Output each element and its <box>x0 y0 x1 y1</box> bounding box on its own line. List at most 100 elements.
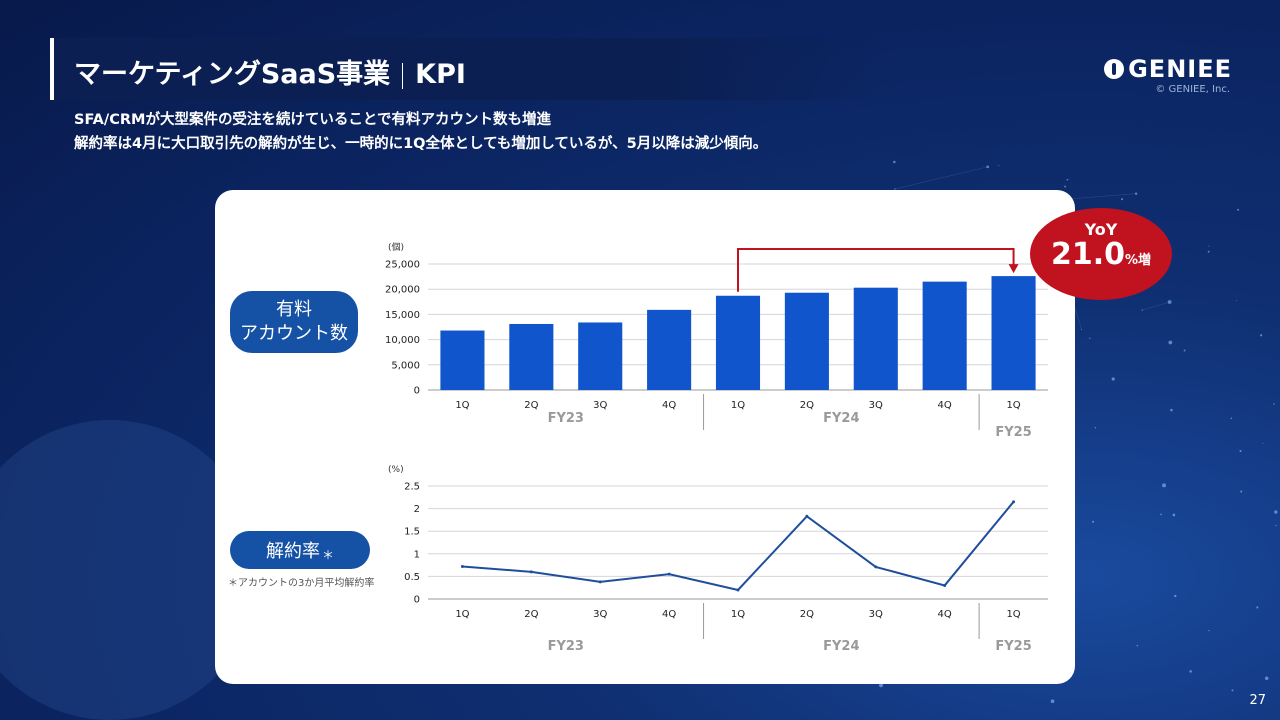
x-tick-label: 4Q <box>938 400 952 411</box>
background-dot <box>1264 676 1269 681</box>
y-tick-label: 2 <box>414 504 420 515</box>
data-point <box>874 565 878 569</box>
data-point <box>1012 500 1016 504</box>
x-tick-label: 1Q <box>731 400 745 411</box>
yoy-value: 21.0%増 <box>1030 237 1172 272</box>
background-dot <box>1231 689 1234 692</box>
yoy-arrow-head <box>1008 264 1019 274</box>
bar <box>715 295 761 390</box>
x-tick-label: 2Q <box>800 400 814 411</box>
paid-accounts-label-line-1: 有料 <box>276 299 312 320</box>
background-dot <box>879 683 883 688</box>
background-dot <box>1167 300 1172 304</box>
background-dot <box>1274 510 1278 514</box>
background-dot <box>1111 377 1115 381</box>
background-dot <box>1092 520 1095 523</box>
chart-card <box>215 190 1075 684</box>
y-tick-label: 2.5 <box>404 482 420 493</box>
background-dot <box>1050 699 1055 704</box>
x-tick-label: 1Q <box>1006 400 1020 411</box>
y-tick-label: 20,000 <box>385 285 420 296</box>
background-dot <box>1189 670 1192 673</box>
y-tick-label: 15,000 <box>385 310 420 321</box>
background-dot <box>1134 192 1138 195</box>
x-group-label: FY23 <box>548 639 584 654</box>
y-tick-label: 0 <box>414 595 420 606</box>
background-dot <box>998 165 1000 167</box>
y-axis-unit-label: (個) <box>388 241 404 253</box>
bar <box>440 330 485 390</box>
y-tick-label: 1.5 <box>404 527 420 538</box>
bar <box>922 281 967 390</box>
background-dot <box>1273 403 1275 405</box>
x-tick-label: 3Q <box>593 400 607 411</box>
logo-text: GENIEE <box>1128 55 1232 83</box>
yoy-badge: YoY 21.0%増 <box>1030 208 1172 300</box>
background-dot <box>1230 417 1233 420</box>
paid-accounts-bar-chart: (個) 0 5,000 10,000 15,000 20,000 25,000 1Q 2Q 3Q 4… <box>385 241 1048 440</box>
y-tick-label: 0 <box>414 386 420 397</box>
x-tick-label: 1Q <box>455 609 469 620</box>
bar <box>578 322 623 390</box>
background-dot <box>1121 198 1124 201</box>
y-tick-label: 1 <box>414 549 420 560</box>
x-tick-label: 3Q <box>869 400 883 411</box>
background-dot <box>986 165 990 169</box>
y-tick-label: 5,000 <box>391 360 420 371</box>
data-point <box>736 588 740 592</box>
x-tick-label: 3Q <box>593 609 607 620</box>
background-dot <box>1094 427 1097 429</box>
x-tick-label: 1Q <box>1006 609 1020 620</box>
x-tick-label: 2Q <box>524 400 538 411</box>
background-link <box>1142 301 1170 311</box>
bar <box>784 292 829 390</box>
page-title-main: マーケティングSaaS事業 <box>74 59 391 90</box>
background-dot <box>1136 644 1139 647</box>
background-dot <box>1183 349 1186 352</box>
page-number: 27 <box>1249 693 1266 708</box>
x-tick-label: 2Q <box>800 609 814 620</box>
background-dot <box>1174 594 1177 598</box>
data-point <box>529 570 533 574</box>
yoy-label: YoY <box>1084 220 1118 239</box>
paid-accounts-label: 有料 アカウント数 <box>230 291 358 353</box>
background-dot <box>1208 630 1210 632</box>
y-axis-unit-label: (%) <box>388 465 404 475</box>
churn-rate-footnote: ＊アカウントの3か月平均解約率 <box>228 578 375 589</box>
logo-icon <box>1104 59 1125 79</box>
x-group-label: FY25 <box>995 425 1031 440</box>
data-point <box>667 572 671 576</box>
x-group-label: FY24 <box>823 411 859 426</box>
background-dot <box>1262 442 1264 444</box>
background-dot <box>893 160 896 164</box>
data-point <box>598 580 602 584</box>
y-tick-label: 25,000 <box>385 260 420 271</box>
background-dot <box>894 188 896 190</box>
y-tick-label: 0.5 <box>404 572 420 583</box>
bar <box>647 309 692 390</box>
background-dot <box>1256 606 1259 609</box>
background-dot <box>1089 337 1091 339</box>
background-dot <box>1081 329 1083 330</box>
header-bar <box>50 38 874 100</box>
x-tick-label: 4Q <box>662 400 676 411</box>
copyright: © GENIEE, Inc. <box>1155 84 1230 95</box>
background-dot <box>1235 300 1237 302</box>
background-link <box>894 166 988 190</box>
y-tick-label: 10,000 <box>385 335 420 346</box>
bar <box>853 287 898 390</box>
background-dot <box>1141 309 1143 311</box>
bar <box>991 276 1036 390</box>
churn-rate-line-chart: (%) 0 0.5 1 1.5 2 2.5 1Q 2Q 3Q 4Q 1Q 2Q 3Q 4Q 1Q FY23 FY2… <box>388 465 1048 654</box>
background-dot <box>1170 408 1173 412</box>
x-tick-label: 4Q <box>662 609 676 620</box>
background-dot <box>1160 513 1162 516</box>
x-group-label: FY23 <box>548 411 584 426</box>
x-group-label: FY24 <box>823 639 859 654</box>
background-dot <box>1239 449 1242 453</box>
background-dot <box>1064 185 1067 188</box>
yoy-arrow-line <box>737 248 1015 292</box>
subtitle-line-1: SFA/CRMが大型案件の受注を続けていることで有料アカウント数も増進 <box>74 112 552 128</box>
background-dot <box>1260 334 1263 337</box>
page-title: マーケティングSaaS事業 KPI <box>74 52 466 91</box>
